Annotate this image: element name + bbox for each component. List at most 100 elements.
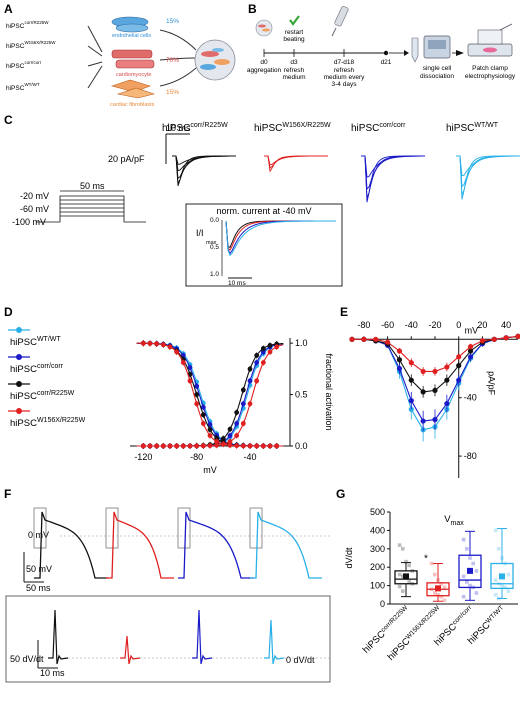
cell-line-1-base: hiPSC	[6, 43, 25, 50]
x-tick-label: 40	[501, 320, 511, 330]
data-point	[467, 354, 474, 360]
step-day-2: d7-d18	[334, 59, 355, 66]
dvdt-trace-1	[120, 635, 141, 665]
data-point	[147, 340, 153, 346]
group-title-0: hiPSCcorr/R225W	[162, 122, 228, 134]
data-point	[429, 587, 434, 592]
data-point	[397, 543, 402, 547]
patch-clamp-rig-icon	[467, 23, 513, 57]
panel-e: E -80 -60 -40 -20 0 20 40 mV -40 -80 pA/pF	[340, 305, 520, 478]
x-tick-label: -60	[381, 320, 394, 330]
data-point	[444, 400, 450, 407]
data-point	[493, 528, 498, 533]
cell-line-2: hiPSCcorr/corr	[6, 60, 42, 70]
data-point	[267, 342, 273, 348]
data-point	[515, 333, 520, 339]
data-point	[240, 421, 246, 426]
data-point	[227, 433, 233, 438]
data-point	[234, 433, 240, 438]
data-point	[160, 342, 166, 348]
patch-line-2: electrophysiology	[465, 73, 516, 80]
cell-line-0-base: hiPSC	[6, 23, 25, 30]
group-title-3-base: hiPSC	[446, 123, 474, 134]
line-arrows	[87, 25, 197, 89]
data-point	[503, 335, 509, 341]
data-point	[147, 443, 153, 449]
data-point	[247, 378, 253, 384]
data-point	[404, 559, 408, 564]
data-point	[456, 377, 462, 383]
data-point	[503, 561, 507, 566]
data-point	[474, 591, 479, 595]
action-potentials	[23, 507, 330, 583]
y-tick-label: 100	[370, 581, 385, 591]
data-point	[254, 443, 260, 449]
data-point	[465, 580, 469, 584]
cell-line-2-base: hiPSC	[6, 63, 25, 70]
timeline-end-dot	[383, 50, 389, 56]
data-point	[471, 585, 475, 590]
data-point	[436, 578, 440, 582]
normalized-current-inset: norm. current at -40 mV 0.0 0.5 1.0 I/I …	[185, 203, 343, 287]
data-point	[227, 442, 233, 448]
protocol-level-1: -20 mV	[20, 191, 49, 201]
x-tick-label: 0	[456, 320, 461, 330]
protocol-duration: 50 ms	[80, 181, 105, 191]
inset-ylabel: I/I	[196, 228, 204, 238]
data-point	[497, 596, 501, 601]
data-point	[396, 365, 403, 372]
data-point	[240, 443, 246, 449]
legend-label-2-sup: corr/R225W	[37, 390, 75, 397]
vmax-boxplot: Vmax0100200300400500dV/dthiPSCcorr/R225W…	[344, 507, 518, 663]
data-point	[433, 591, 437, 595]
dissociation-line-2: dissociation	[420, 73, 454, 80]
cell-name-fibroblasts: cardiac fibroblasts	[110, 102, 155, 108]
data-point	[444, 364, 450, 370]
cell-line-1: hiPSCW156X/R225W	[6, 40, 56, 50]
data-point	[187, 378, 193, 384]
inset-trace-3	[225, 220, 337, 257]
x-tick-label: 20	[477, 320, 487, 330]
data-point	[187, 365, 193, 370]
panel-label-g: G	[336, 487, 345, 501]
organoid-mini-icon	[255, 19, 273, 37]
data-point	[207, 433, 213, 438]
category-label-sup: corr/corr	[451, 604, 474, 627]
ap-trace-2	[178, 511, 254, 579]
data-point	[468, 556, 472, 560]
step-day-0: d0	[260, 59, 268, 66]
dvdt-traces	[37, 609, 330, 669]
dvdt-scale: 50 dV/dt	[10, 654, 44, 664]
data-point	[247, 366, 253, 372]
protocol-level-3: -100 mV	[12, 217, 46, 227]
mean-marker	[499, 573, 505, 580]
panel-label-e: E	[340, 305, 348, 319]
data-point	[214, 439, 220, 444]
y-tick-label: -40	[464, 393, 477, 403]
data-point	[500, 583, 504, 588]
category-label-1: hiPSCW156X/R225W	[386, 604, 445, 663]
data-point	[420, 418, 426, 424]
data-point	[274, 344, 280, 350]
cell-line-list: hiPSCcorr/R225WhiPSCW156X/R225WhiPSCcorr…	[6, 20, 56, 92]
significance-marker: *	[424, 554, 428, 565]
data-point	[471, 561, 475, 566]
data-point	[207, 427, 213, 433]
data-point	[194, 383, 200, 389]
cell-name-cardiomyocyte: cardiomyocyte	[116, 72, 151, 78]
dvdt-trace-3	[264, 619, 285, 665]
legend-marker-2	[16, 381, 22, 387]
vmax-title: Vmax	[444, 514, 464, 527]
ap-highlight-box	[249, 507, 263, 549]
data-point	[194, 443, 200, 449]
current-trace-0-1	[172, 155, 237, 185]
data-point	[433, 572, 437, 577]
group-title-1-sup: W156X/R225W	[282, 122, 331, 129]
data-point	[497, 547, 501, 551]
dvdt-trace-2	[192, 609, 213, 665]
data-point	[397, 572, 402, 577]
cell-line-2-sup: corr/corr	[24, 60, 41, 65]
ap-zero-label: 0 mV	[28, 530, 49, 540]
legend-marker-0	[16, 327, 22, 333]
endothelial-cells-icon	[111, 16, 149, 33]
